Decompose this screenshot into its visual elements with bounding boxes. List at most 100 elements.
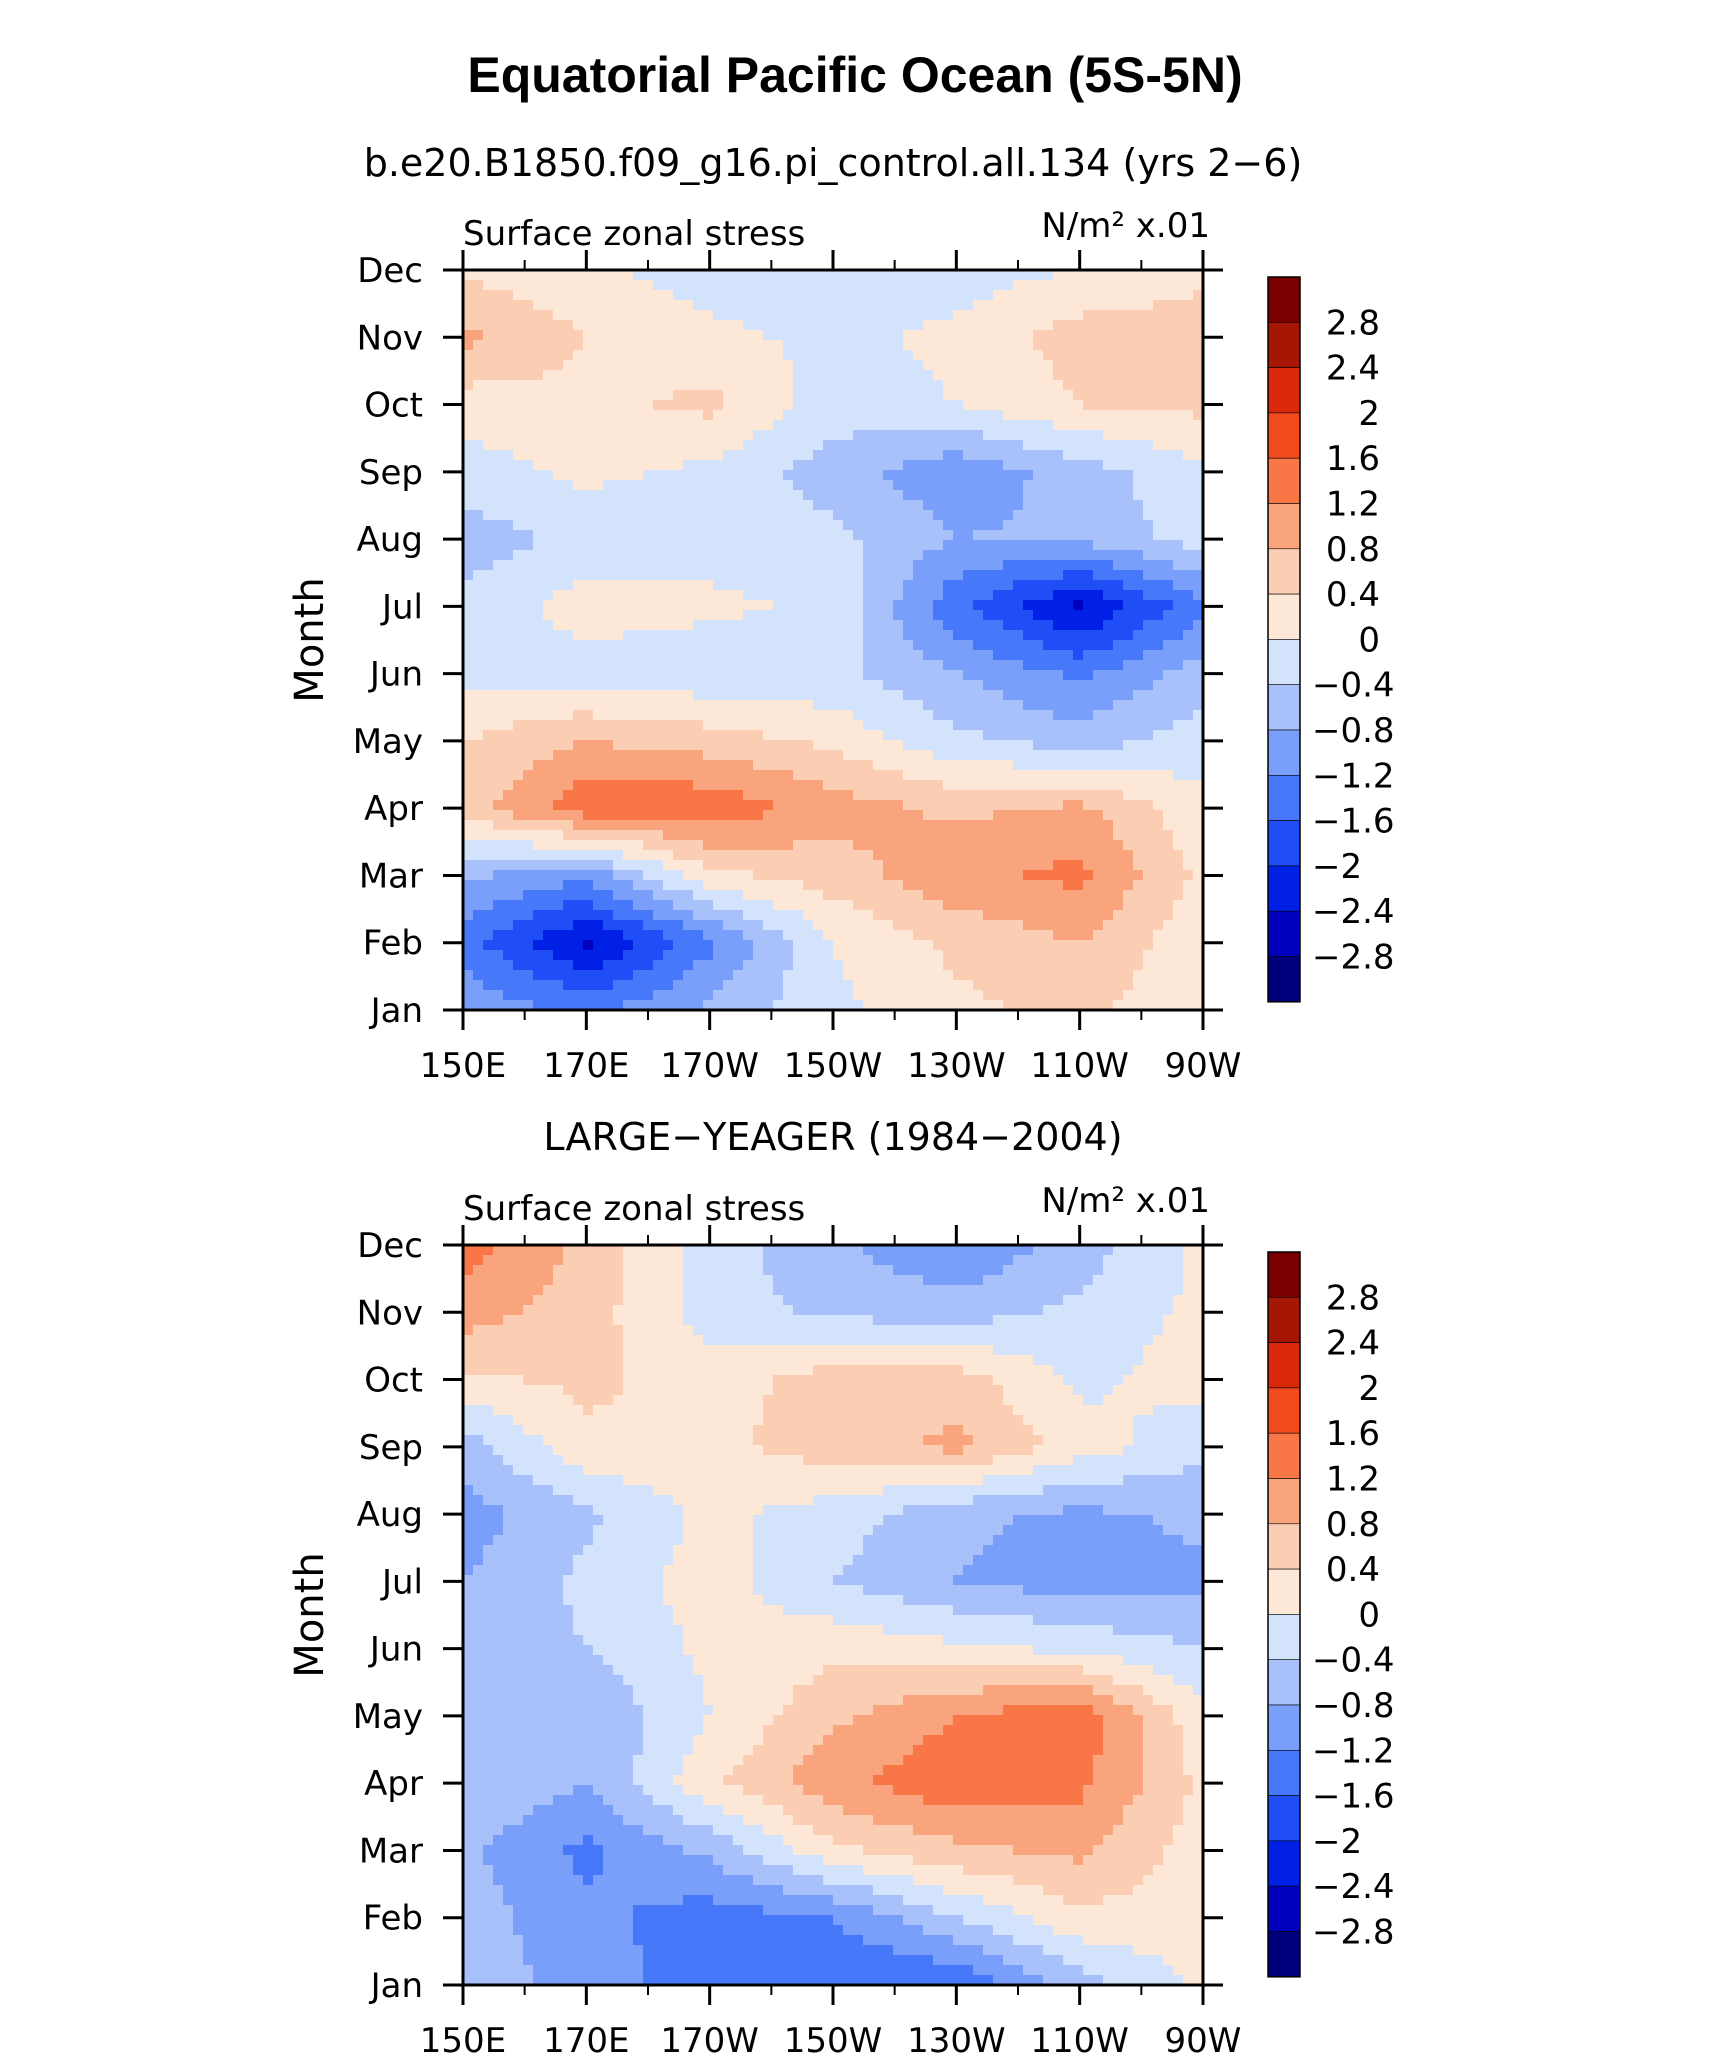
heatmap-cell — [993, 760, 1004, 771]
heatmap-cell — [563, 690, 574, 701]
heatmap-cell — [1103, 830, 1114, 841]
heatmap-cell — [843, 400, 854, 411]
heatmap-cell — [633, 550, 644, 561]
heatmap-cell — [473, 850, 484, 861]
heatmap-cell — [943, 640, 954, 651]
heatmap-cell — [1113, 860, 1124, 871]
heatmap-cell — [713, 890, 724, 901]
heatmap-cell — [1113, 800, 1124, 811]
heatmap-cell — [1133, 460, 1144, 471]
heatmap-cell — [1143, 280, 1154, 291]
heatmap-cell — [613, 570, 624, 581]
heatmap-cell — [573, 300, 584, 311]
heatmap-cell — [1083, 480, 1094, 491]
heatmap-cell — [703, 820, 714, 831]
heatmap-cell — [1063, 410, 1074, 421]
heatmap-cell — [963, 540, 974, 551]
heatmap-cell — [723, 830, 734, 841]
heatmap-cell — [633, 360, 644, 371]
heatmap-cell — [1153, 810, 1164, 821]
heatmap-cell — [583, 850, 594, 861]
heatmap-cell — [903, 270, 914, 281]
heatmap-cell — [893, 750, 904, 761]
heatmap-cell — [1183, 390, 1194, 401]
heatmap-cell — [1053, 780, 1064, 791]
heatmap-cell — [483, 480, 494, 491]
heatmap-cell — [1053, 440, 1064, 451]
heatmap-cell — [843, 690, 854, 701]
heatmap-cell — [1193, 320, 1204, 331]
heatmap-cell — [1023, 330, 1034, 341]
heatmap-cell — [653, 660, 664, 671]
heatmap-cell — [1043, 320, 1054, 331]
heatmap-cell — [983, 820, 994, 831]
heatmap-cell — [933, 370, 944, 381]
heatmap-cell — [563, 430, 574, 441]
heatmap-cell — [983, 760, 994, 771]
heatmap-cell — [723, 720, 734, 731]
heatmap-cell — [873, 920, 884, 931]
heatmap-cell — [853, 570, 864, 581]
heatmap-cell — [903, 470, 914, 481]
heatmap-cell — [633, 400, 644, 411]
heatmap-cell — [1093, 920, 1104, 931]
heatmap-cell — [513, 630, 524, 641]
heatmap-cell — [803, 640, 814, 651]
heatmap-cell — [653, 610, 664, 621]
heatmap-cell — [1013, 730, 1024, 741]
heatmap-cell — [533, 700, 544, 711]
heatmap-cell — [523, 690, 534, 701]
heatmap-cell — [953, 520, 964, 531]
heatmap-cell — [853, 810, 864, 821]
heatmap-cell — [1023, 900, 1034, 911]
heatmap-cell — [773, 340, 784, 351]
heatmap-cell — [893, 420, 904, 431]
heatmap-cell — [1053, 380, 1064, 391]
heatmap-cell — [963, 400, 974, 411]
heatmap-cell — [523, 740, 534, 751]
heatmap-cell — [1183, 350, 1194, 361]
heatmap-cell — [903, 360, 914, 371]
heatmap-cell — [673, 600, 684, 611]
heatmap-cell — [1003, 500, 1014, 511]
heatmap-cell — [743, 720, 754, 731]
heatmap-cell — [633, 500, 644, 511]
heatmap-cell — [493, 790, 504, 801]
heatmap-cell — [463, 280, 474, 291]
heatmap-cell — [493, 920, 504, 931]
heatmap-cell — [803, 470, 814, 481]
heatmap-cell — [703, 300, 714, 311]
heatmap-cell — [473, 460, 484, 471]
heatmap-cell — [703, 460, 714, 471]
heatmap-cell — [1183, 520, 1194, 531]
heatmap-cell — [733, 450, 744, 461]
heatmap-cell — [703, 420, 714, 431]
heatmap-cell — [903, 610, 914, 621]
heatmap-cell — [493, 320, 504, 331]
heatmap-cell — [843, 540, 854, 551]
heatmap-cell — [573, 460, 584, 471]
heatmap-cell — [553, 740, 564, 751]
heatmap-cell — [843, 490, 854, 501]
heatmap-cell — [953, 620, 964, 631]
heatmap-cell — [683, 650, 694, 661]
heatmap-cell — [713, 770, 724, 781]
heatmap-cell — [1173, 410, 1184, 421]
heatmap-cell — [663, 900, 674, 911]
heatmap-cell — [1003, 310, 1014, 321]
heatmap-cell — [753, 330, 764, 341]
heatmap-cell — [1153, 530, 1164, 541]
heatmap-cell — [1143, 370, 1154, 381]
heatmap-cell — [533, 640, 544, 651]
heatmap-cell — [1043, 300, 1054, 311]
heatmap-cell — [863, 720, 874, 731]
heatmap-cell — [733, 390, 744, 401]
heatmap-cell — [1103, 630, 1114, 641]
heatmap-cell — [1193, 610, 1204, 621]
heatmap-cell — [473, 760, 484, 771]
heatmap-cell — [483, 750, 494, 761]
heatmap-cell — [1093, 880, 1104, 891]
heatmap-cell — [573, 280, 584, 291]
heatmap-cell — [733, 440, 744, 451]
heatmap-cell — [1093, 420, 1104, 431]
